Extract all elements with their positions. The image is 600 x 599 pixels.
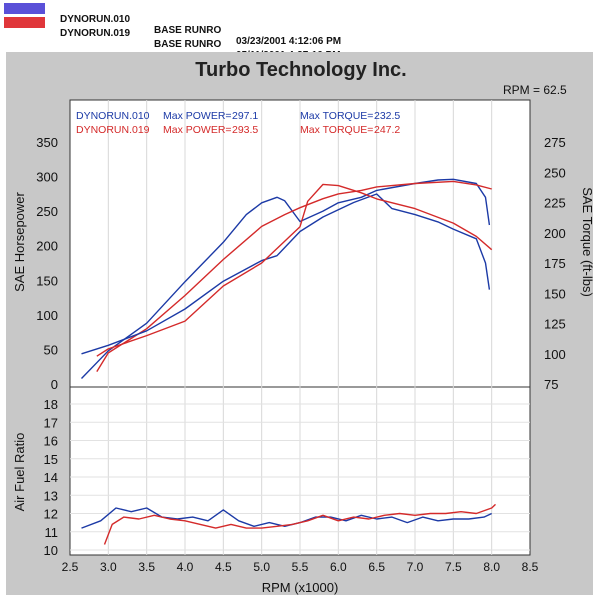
legend-019-torque: 247.2 [374,124,400,136]
legend-010-torque-label: Max TORQUE= [300,110,373,122]
x-tick-label: 6.0 [330,560,347,574]
torque-tick-label: 200 [544,226,566,241]
legend-019-torque-label: Max TORQUE= [300,124,373,136]
torque-line-019 [96,183,493,357]
torque-tick-label: 175 [544,256,566,271]
hp-tick-label: 50 [44,342,58,357]
y-axis-label-torque: SAE Torque (ft-lbs) [580,187,595,297]
header-run-010-datetime: 03/23/2001 4:12:06 PM [236,36,342,47]
afr-tick-label: 11 [45,525,59,540]
torque-line-010 [81,193,491,355]
x-tick-label: 4.5 [215,560,232,574]
grid [70,100,530,555]
dyno-chart: Turbo Technology Inc. RPM = 62.5 2.5 3.0 3… [6,52,595,595]
hp-tick-label: 200 [36,239,58,254]
y-axis-label-afr: Air Fuel Ratio [12,433,27,512]
afr-tick-label: 10 [44,543,58,558]
hp-tick-label: 150 [36,273,58,288]
torque-tick-label: 100 [544,347,566,362]
afr-line-019 [103,503,496,545]
torque-tick-label: 125 [544,317,566,332]
header-run-019-file: DYNORUN.019 [60,28,131,39]
header-run-010: DYNORUN.010 BASE RUNRO 03/23/2001 4:12:0… [4,3,341,47]
x-tick-label: 5.0 [253,560,270,574]
hp-tick-label: 100 [36,308,58,323]
afr-tick-label: 18 [44,397,58,412]
legend-019-power: 293.5 [232,124,258,136]
afr-tick-label: 15 [44,452,58,467]
x-tick-label: 2.5 [62,560,79,574]
torque-tick-label: 275 [544,135,566,150]
x-tick-label: 3.0 [100,560,117,574]
hp-tick-label: 300 [36,170,58,185]
chart-legend: DYNORUN.010 Max POWER= 297.1 Max TORQUE=… [76,110,400,136]
legend-010-run: DYNORUN.010 [76,110,150,122]
legend-010-power-label: Max POWER= [163,110,232,122]
run-010-swatch [4,3,45,14]
torque-tick-label: 150 [544,286,566,301]
series-lines [80,178,496,545]
legend-019-power-label: Max POWER= [163,124,232,136]
hp-tick-label: 250 [36,204,58,219]
rpm-note: RPM = 62.5 [503,83,567,97]
x-tick-label: 7.0 [407,560,424,574]
header-run-010-file: DYNORUN.010 [60,14,131,25]
x-tick-label: 8.0 [483,560,500,574]
legend-010-power: 297.1 [232,110,258,122]
legend-010-torque: 232.5 [374,110,400,122]
x-tick-label: 8.5 [522,560,539,574]
legend-019-run: DYNORUN.019 [76,124,150,136]
hp-tick-label: 350 [36,135,58,150]
torque-tick-label: 75 [544,377,558,392]
x-axis-label: RPM (x1000) [262,580,339,595]
run-019-swatch [4,17,45,28]
x-tick-label: 6.5 [368,560,385,574]
afr-tick-label: 14 [44,470,58,485]
header-run-010-name: BASE RUNRO [154,25,222,36]
hp-tick-label: 0 [51,377,58,392]
chart-title: Turbo Technology Inc. [195,59,406,81]
header-run-019-name: BASE RUNRO [154,39,222,50]
tick-labels: 2.5 3.0 3.5 4.0 4.5 5.0 5.5 6.0 6.5 7.0 7.5 8.0 8.5 0… [36,135,565,574]
x-tick-label: 3.5 [138,560,155,574]
torque-tick-label: 250 [544,165,566,180]
x-tick-label: 7.5 [445,560,462,574]
horsepower-line-019 [96,180,492,372]
afr-tick-label: 16 [44,434,58,449]
afr-tick-label: 12 [44,507,58,522]
horsepower-line-010 [80,178,491,379]
y-axis-label-horsepower: SAE Horsepower [12,191,27,291]
x-tick-label: 4.0 [177,560,194,574]
afr-tick-label: 13 [44,488,58,503]
torque-tick-label: 225 [544,196,566,211]
x-tick-label: 5.5 [292,560,309,574]
afr-tick-label: 17 [44,415,58,430]
